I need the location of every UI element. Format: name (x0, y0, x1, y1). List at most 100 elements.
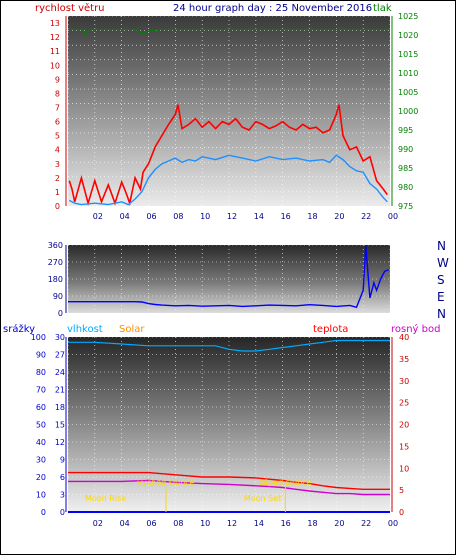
humidity-tick-label: 50 (36, 421, 46, 430)
temperature-tick-label: 25 (399, 399, 409, 408)
pressure-tick-label: 975 (398, 202, 413, 211)
direction-tick-label: 0 (58, 309, 63, 318)
temperature-tick-label: 20 (399, 421, 409, 430)
dew-point-label: rosný bod (391, 323, 440, 335)
rain-tick-label: 3 (60, 491, 65, 500)
direction-tick-label: 180 (48, 275, 63, 284)
wind-tick-label: 11 (50, 47, 60, 56)
wind-tick-label: 9 (55, 75, 60, 84)
pressure-tick-label: 1010 (398, 69, 418, 78)
sunrise-annotation: východ slunce (137, 478, 194, 487)
wind-panel-x-tick-label: 08 (173, 212, 183, 221)
wind-panel-x-tick-label: 16 (281, 212, 291, 221)
wind-tick-label: 13 (50, 19, 60, 28)
wind-panel-x-tick-label: 00 (388, 212, 398, 221)
temperature-panel-x-tick-label: 08 (173, 519, 183, 528)
compass-label: W (437, 256, 449, 270)
direction-tick-label: 360 (48, 241, 63, 250)
pressure-tick-label: 985 (398, 164, 413, 173)
humidity-tick-label: 20 (36, 473, 46, 482)
humidity-tick-label: 80 (36, 368, 46, 377)
compass-label: S (437, 273, 445, 287)
wind-tick-label: 10 (50, 61, 60, 70)
wind-panel-x-tick-label: 20 (334, 212, 344, 221)
humidity-tick-label: 60 (36, 403, 46, 412)
wind-tick-label: 2 (55, 174, 60, 183)
rain-tick-label: 27 (55, 351, 65, 360)
pressure-tick-label: 1020 (398, 31, 418, 40)
temperature-panel-x-tick-label: 00 (388, 519, 398, 528)
pressure-tick-label: 1025 (398, 12, 418, 21)
temperature-tick-label: 10 (399, 464, 409, 473)
wind-panel-x-tick-label: 18 (307, 212, 317, 221)
humidity-label: vlhkost (67, 324, 103, 335)
moon-set-annotation: Moon Set (244, 494, 281, 503)
temperature-panel-x-tick-label: 06 (146, 519, 156, 528)
rain-tick-label: 0 (60, 508, 65, 517)
wind-axis-label: rychlost větru (35, 2, 105, 14)
temperature-panel-x-tick-label: 22 (361, 519, 371, 528)
wind-tick-label: 12 (50, 33, 60, 42)
wind-tick-label: 3 (55, 160, 60, 169)
rain-tick-label: 12 (55, 438, 65, 447)
temperature-panel-x-tick-label: 20 (334, 519, 344, 528)
wind-tick-label: 5 (55, 132, 60, 141)
temperature-panel-x-tick-label: 02 (93, 519, 103, 528)
pressure-tick-label: 980 (398, 183, 413, 192)
humidity-tick-label: 10 (36, 491, 46, 500)
temperature-panel-x-tick-label: 12 (227, 519, 237, 528)
temperature-panel-x-tick-label: 14 (254, 519, 264, 528)
moon-rise-annotation: Moon Rise (85, 494, 126, 503)
pressure-axis-label: tlak (373, 3, 392, 14)
wind-panel-x-tick-label: 06 (146, 212, 156, 221)
sunset-annotation: západ slunce (259, 478, 312, 487)
rain-tick-label: 21 (55, 386, 65, 395)
temperature-tick-label: 5 (399, 486, 404, 495)
wind-panel-x-tick-label: 10 (200, 212, 210, 221)
wind-tick-label: 8 (55, 89, 60, 98)
temperature-panel-x-tick-label: 18 (307, 519, 317, 528)
rain-tick-label: 24 (55, 368, 65, 377)
compass-label: E (437, 290, 445, 304)
temperature-tick-label: 15 (399, 442, 409, 451)
humidity-tick-label: 40 (36, 438, 46, 447)
rain-tick-label: 6 (60, 473, 65, 482)
wind-tick-label: 4 (55, 146, 60, 155)
temperature-tick-label: 0 (399, 508, 404, 517)
direction-tick-label: 270 (48, 258, 63, 267)
rain-tick-label: 9 (60, 456, 65, 465)
rain-axis-label: srážky (3, 323, 35, 335)
rain-tick-label: 30 (55, 333, 65, 342)
temperature-label: teplota (313, 324, 348, 335)
pressure-tick-label: 990 (398, 145, 413, 154)
pressure-tick-label: 1000 (398, 107, 418, 116)
rain-tick-label: 18 (55, 403, 65, 412)
temperature-tick-label: 35 (399, 355, 409, 364)
compass-label: N (437, 239, 446, 253)
temperature-tick-label: 30 (399, 377, 409, 386)
wind-tick-label: 7 (55, 103, 60, 112)
temperature-panel-x-tick-label: 10 (200, 519, 210, 528)
wind-tick-label: 1 (55, 188, 60, 197)
temperature-panel-x-tick-label: 16 (281, 519, 291, 528)
wind-panel-x-tick-label: 14 (254, 212, 264, 221)
direction-tick-label: 90 (53, 292, 63, 301)
chart-title: 24 hour graph day : 25 November 2016 (173, 3, 372, 14)
compass-label: N (437, 307, 446, 321)
wind-panel-x-tick-label: 12 (227, 212, 237, 221)
wind-panel-x-tick-label: 04 (120, 212, 130, 221)
humidity-tick-label: 70 (36, 386, 46, 395)
temperature-panel-x-tick-label: 04 (120, 519, 130, 528)
wind-tick-label: 6 (55, 118, 60, 127)
wind-panel-x-tick-label: 02 (93, 212, 103, 221)
wind-tick-label: 0 (55, 202, 60, 211)
humidity-tick-label: 0 (41, 508, 46, 517)
solar-label: Solar (119, 324, 145, 335)
humidity-tick-label: 90 (36, 351, 46, 360)
pressure-tick-label: 1015 (398, 50, 418, 59)
humidity-tick-label: 30 (36, 456, 46, 465)
pressure-tick-label: 995 (398, 126, 413, 135)
rain-tick-label: 15 (55, 421, 65, 430)
